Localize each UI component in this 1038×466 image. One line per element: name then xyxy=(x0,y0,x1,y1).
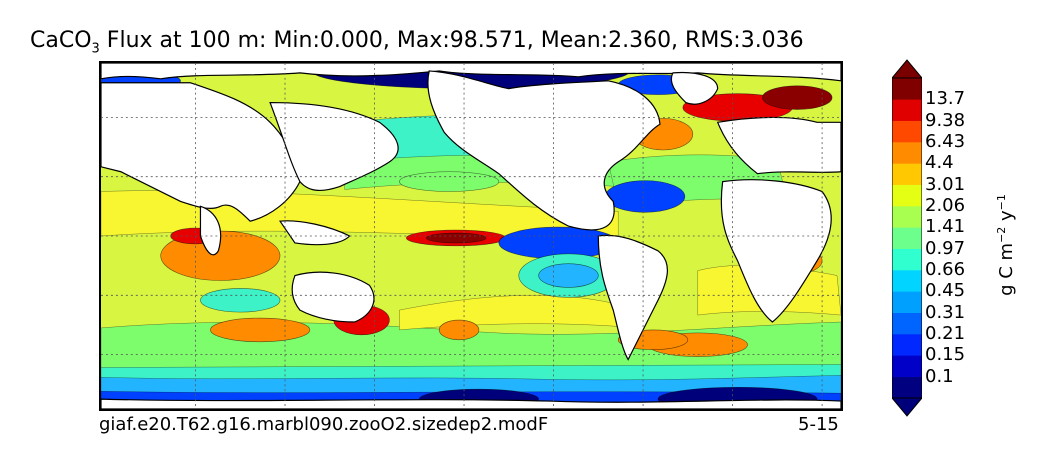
colorbar-frame xyxy=(892,77,922,399)
land-north-america xyxy=(427,70,661,231)
land-antarctica xyxy=(101,398,841,409)
colorbar-segment xyxy=(892,248,922,271)
equatorial-pacific-darkred xyxy=(425,232,487,244)
north-pacific-gyre-green xyxy=(399,171,500,192)
colorbar-segment xyxy=(892,376,922,399)
colorbar-tick-label: 2.06 xyxy=(925,195,966,216)
land-asia-east xyxy=(269,101,399,191)
colorbar-tick-label: 0.66 xyxy=(925,259,966,280)
land-africa xyxy=(720,179,832,323)
colorbar-segment xyxy=(892,184,922,207)
colorbar-tick-label: 0.45 xyxy=(925,280,966,302)
colorbar xyxy=(892,59,922,417)
land-greenland xyxy=(670,71,719,105)
colorbar-segment xyxy=(892,355,922,377)
colorbar-segment xyxy=(892,78,922,100)
colorbar-tick-label: 0.31 xyxy=(925,301,966,323)
colorbar-segment xyxy=(892,206,922,228)
period-label: 5-15 xyxy=(798,414,839,435)
colorbar-tick-label: 6.43 xyxy=(925,131,966,152)
nz-orange xyxy=(438,319,480,341)
map-title: CaCO3 Flux at 100 m: Min:0.000, Max:98.5… xyxy=(30,28,804,57)
colorbar-segment xyxy=(892,270,922,292)
colorbar-segment xyxy=(892,227,922,249)
colorbar-segment xyxy=(892,291,922,313)
colorbar-tick-label: 0.21 xyxy=(925,323,966,344)
colorbar-tick-label: 9.38 xyxy=(925,109,966,131)
south-pacific-gyre-blue xyxy=(538,263,599,288)
colorbar-tick-label: 13.7 xyxy=(925,88,966,110)
colorbar-segment xyxy=(892,120,922,143)
colorbar-segment xyxy=(892,163,922,185)
run-name-label: giaf.e20.T62.g16.marbl090.zooO2.sizedep2… xyxy=(99,414,549,435)
indian-gyre-cyan xyxy=(200,288,281,313)
colorbar-tick-label: 3.01 xyxy=(925,173,966,195)
land-eurasia-north xyxy=(101,63,841,82)
land-australia xyxy=(291,271,375,323)
ocean-flux-map xyxy=(99,61,843,411)
sargasso-blue xyxy=(604,180,686,213)
colorbar-tick-label: 0.97 xyxy=(925,237,966,259)
australia-west-orange xyxy=(210,317,311,343)
north-atlantic-darkred xyxy=(762,85,833,110)
colorbar-extend-low xyxy=(892,397,922,417)
colorbar-tick-label: 4.4 xyxy=(925,152,954,174)
colorbar-extend-high xyxy=(892,59,922,79)
colorbar-segment xyxy=(892,142,922,164)
map-canvas xyxy=(101,63,841,409)
colorbar-tick-label: 0.1 xyxy=(925,365,954,387)
colorbar-segment xyxy=(892,99,922,121)
colorbar-segment xyxy=(892,312,922,335)
land-india xyxy=(199,205,222,256)
colorbar-tick-label: 1.41 xyxy=(925,216,966,238)
colorbar-segment xyxy=(892,334,922,356)
land-europe xyxy=(716,116,841,175)
land-south-america xyxy=(597,234,668,361)
colorbar-tick-label: 0.15 xyxy=(925,344,966,366)
colorbar-units: g C m−2 y−1 xyxy=(995,194,1017,296)
